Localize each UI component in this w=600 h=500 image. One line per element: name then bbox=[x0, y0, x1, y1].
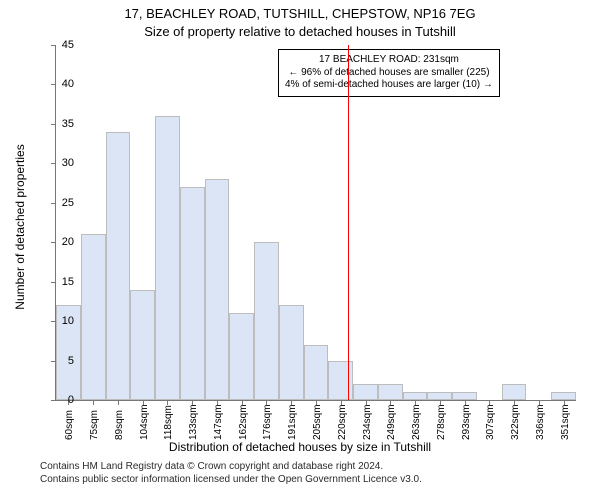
chart-subtitle: Size of property relative to detached ho… bbox=[0, 24, 600, 39]
x-tick-label: 104sqm bbox=[139, 404, 150, 440]
x-tick-mark bbox=[266, 400, 267, 405]
x-tick-label: 205sqm bbox=[312, 404, 323, 440]
x-tick-mark bbox=[242, 400, 243, 405]
x-tick-mark bbox=[366, 400, 367, 405]
histogram-bar bbox=[229, 313, 254, 400]
x-tick-label: 147sqm bbox=[213, 404, 224, 440]
plot-area: 17 BEACHLEY ROAD: 231sqm ← 96% of detach… bbox=[55, 45, 576, 401]
histogram-bar bbox=[328, 361, 353, 400]
x-tick-label: 191sqm bbox=[287, 404, 298, 440]
footer-text: Contains HM Land Registry data © Crown c… bbox=[40, 460, 422, 486]
x-tick-label: 278sqm bbox=[436, 404, 447, 440]
x-tick-mark bbox=[564, 400, 565, 405]
histogram-bar bbox=[155, 116, 180, 400]
y-tick-label: 25 bbox=[44, 197, 74, 209]
x-tick-label: 307sqm bbox=[485, 404, 496, 440]
x-tick-mark bbox=[143, 400, 144, 405]
histogram-bar bbox=[205, 179, 230, 400]
annotation-line2: ← 96% of detached houses are smaller (22… bbox=[285, 67, 493, 80]
x-tick-mark bbox=[514, 400, 515, 405]
y-tick-label: 15 bbox=[44, 276, 74, 288]
histogram-bar bbox=[180, 187, 205, 400]
histogram-bar bbox=[353, 384, 378, 400]
y-tick-label: 0 bbox=[44, 394, 74, 406]
x-tick-label: 176sqm bbox=[262, 404, 273, 440]
x-tick-mark bbox=[167, 400, 168, 405]
histogram-bar bbox=[304, 345, 329, 400]
histogram-bar bbox=[130, 290, 155, 400]
x-tick-mark bbox=[465, 400, 466, 405]
x-tick-label: 293sqm bbox=[461, 404, 472, 440]
x-tick-mark bbox=[118, 400, 119, 405]
y-tick-label: 45 bbox=[44, 39, 74, 51]
x-tick-label: 75sqm bbox=[89, 410, 100, 440]
histogram-bar bbox=[551, 392, 576, 400]
x-tick-mark bbox=[440, 400, 441, 405]
x-tick-label: 133sqm bbox=[188, 404, 199, 440]
x-tick-label: 263sqm bbox=[411, 404, 422, 440]
y-axis-label: Number of detached properties bbox=[13, 127, 27, 327]
chart-container: 17, BEACHLEY ROAD, TUTSHILL, CHEPSTOW, N… bbox=[0, 0, 600, 500]
histogram-bar bbox=[427, 392, 452, 400]
histogram-bar bbox=[502, 384, 527, 400]
y-tick-label: 10 bbox=[44, 315, 74, 327]
histogram-bar bbox=[254, 242, 279, 400]
x-tick-mark bbox=[316, 400, 317, 405]
x-tick-label: 351sqm bbox=[560, 404, 571, 440]
x-tick-label: 336sqm bbox=[535, 404, 546, 440]
x-tick-label: 220sqm bbox=[337, 404, 348, 440]
x-tick-mark bbox=[539, 400, 540, 405]
y-tick-label: 20 bbox=[44, 236, 74, 248]
histogram-bar bbox=[452, 392, 477, 400]
x-tick-mark bbox=[217, 400, 218, 405]
x-tick-label: 89sqm bbox=[114, 410, 125, 440]
histogram-bar bbox=[81, 234, 106, 400]
reference-line bbox=[348, 45, 349, 400]
x-axis-label: Distribution of detached houses by size … bbox=[0, 440, 600, 454]
x-tick-mark bbox=[93, 400, 94, 405]
histogram-bar bbox=[106, 132, 131, 400]
x-tick-label: 234sqm bbox=[362, 404, 373, 440]
x-tick-label: 322sqm bbox=[510, 404, 521, 440]
x-tick-mark bbox=[192, 400, 193, 405]
x-tick-mark bbox=[415, 400, 416, 405]
x-tick-label: 162sqm bbox=[238, 404, 249, 440]
y-tick-label: 5 bbox=[44, 355, 74, 367]
x-tick-label: 60sqm bbox=[64, 410, 75, 440]
chart-title: 17, BEACHLEY ROAD, TUTSHILL, CHEPSTOW, N… bbox=[0, 6, 600, 21]
annotation-line3: 4% of semi-detached houses are larger (1… bbox=[285, 79, 493, 92]
x-tick-mark bbox=[489, 400, 490, 405]
y-tick-label: 30 bbox=[44, 157, 74, 169]
histogram-bar bbox=[378, 384, 403, 400]
annotation-line1: 17 BEACHLEY ROAD: 231sqm bbox=[285, 54, 493, 67]
x-tick-mark bbox=[390, 400, 391, 405]
histogram-bar bbox=[403, 392, 428, 400]
x-tick-mark bbox=[291, 400, 292, 405]
x-tick-mark bbox=[341, 400, 342, 405]
x-tick-label: 118sqm bbox=[163, 405, 174, 440]
x-tick-label: 249sqm bbox=[386, 404, 397, 440]
footer-line1: Contains HM Land Registry data © Crown c… bbox=[40, 460, 422, 473]
footer-line2: Contains public sector information licen… bbox=[40, 473, 422, 486]
y-tick-label: 35 bbox=[44, 118, 74, 130]
y-tick-label: 40 bbox=[44, 78, 74, 90]
annotation-box: 17 BEACHLEY ROAD: 231sqm ← 96% of detach… bbox=[278, 49, 500, 97]
histogram-bar bbox=[279, 305, 304, 400]
